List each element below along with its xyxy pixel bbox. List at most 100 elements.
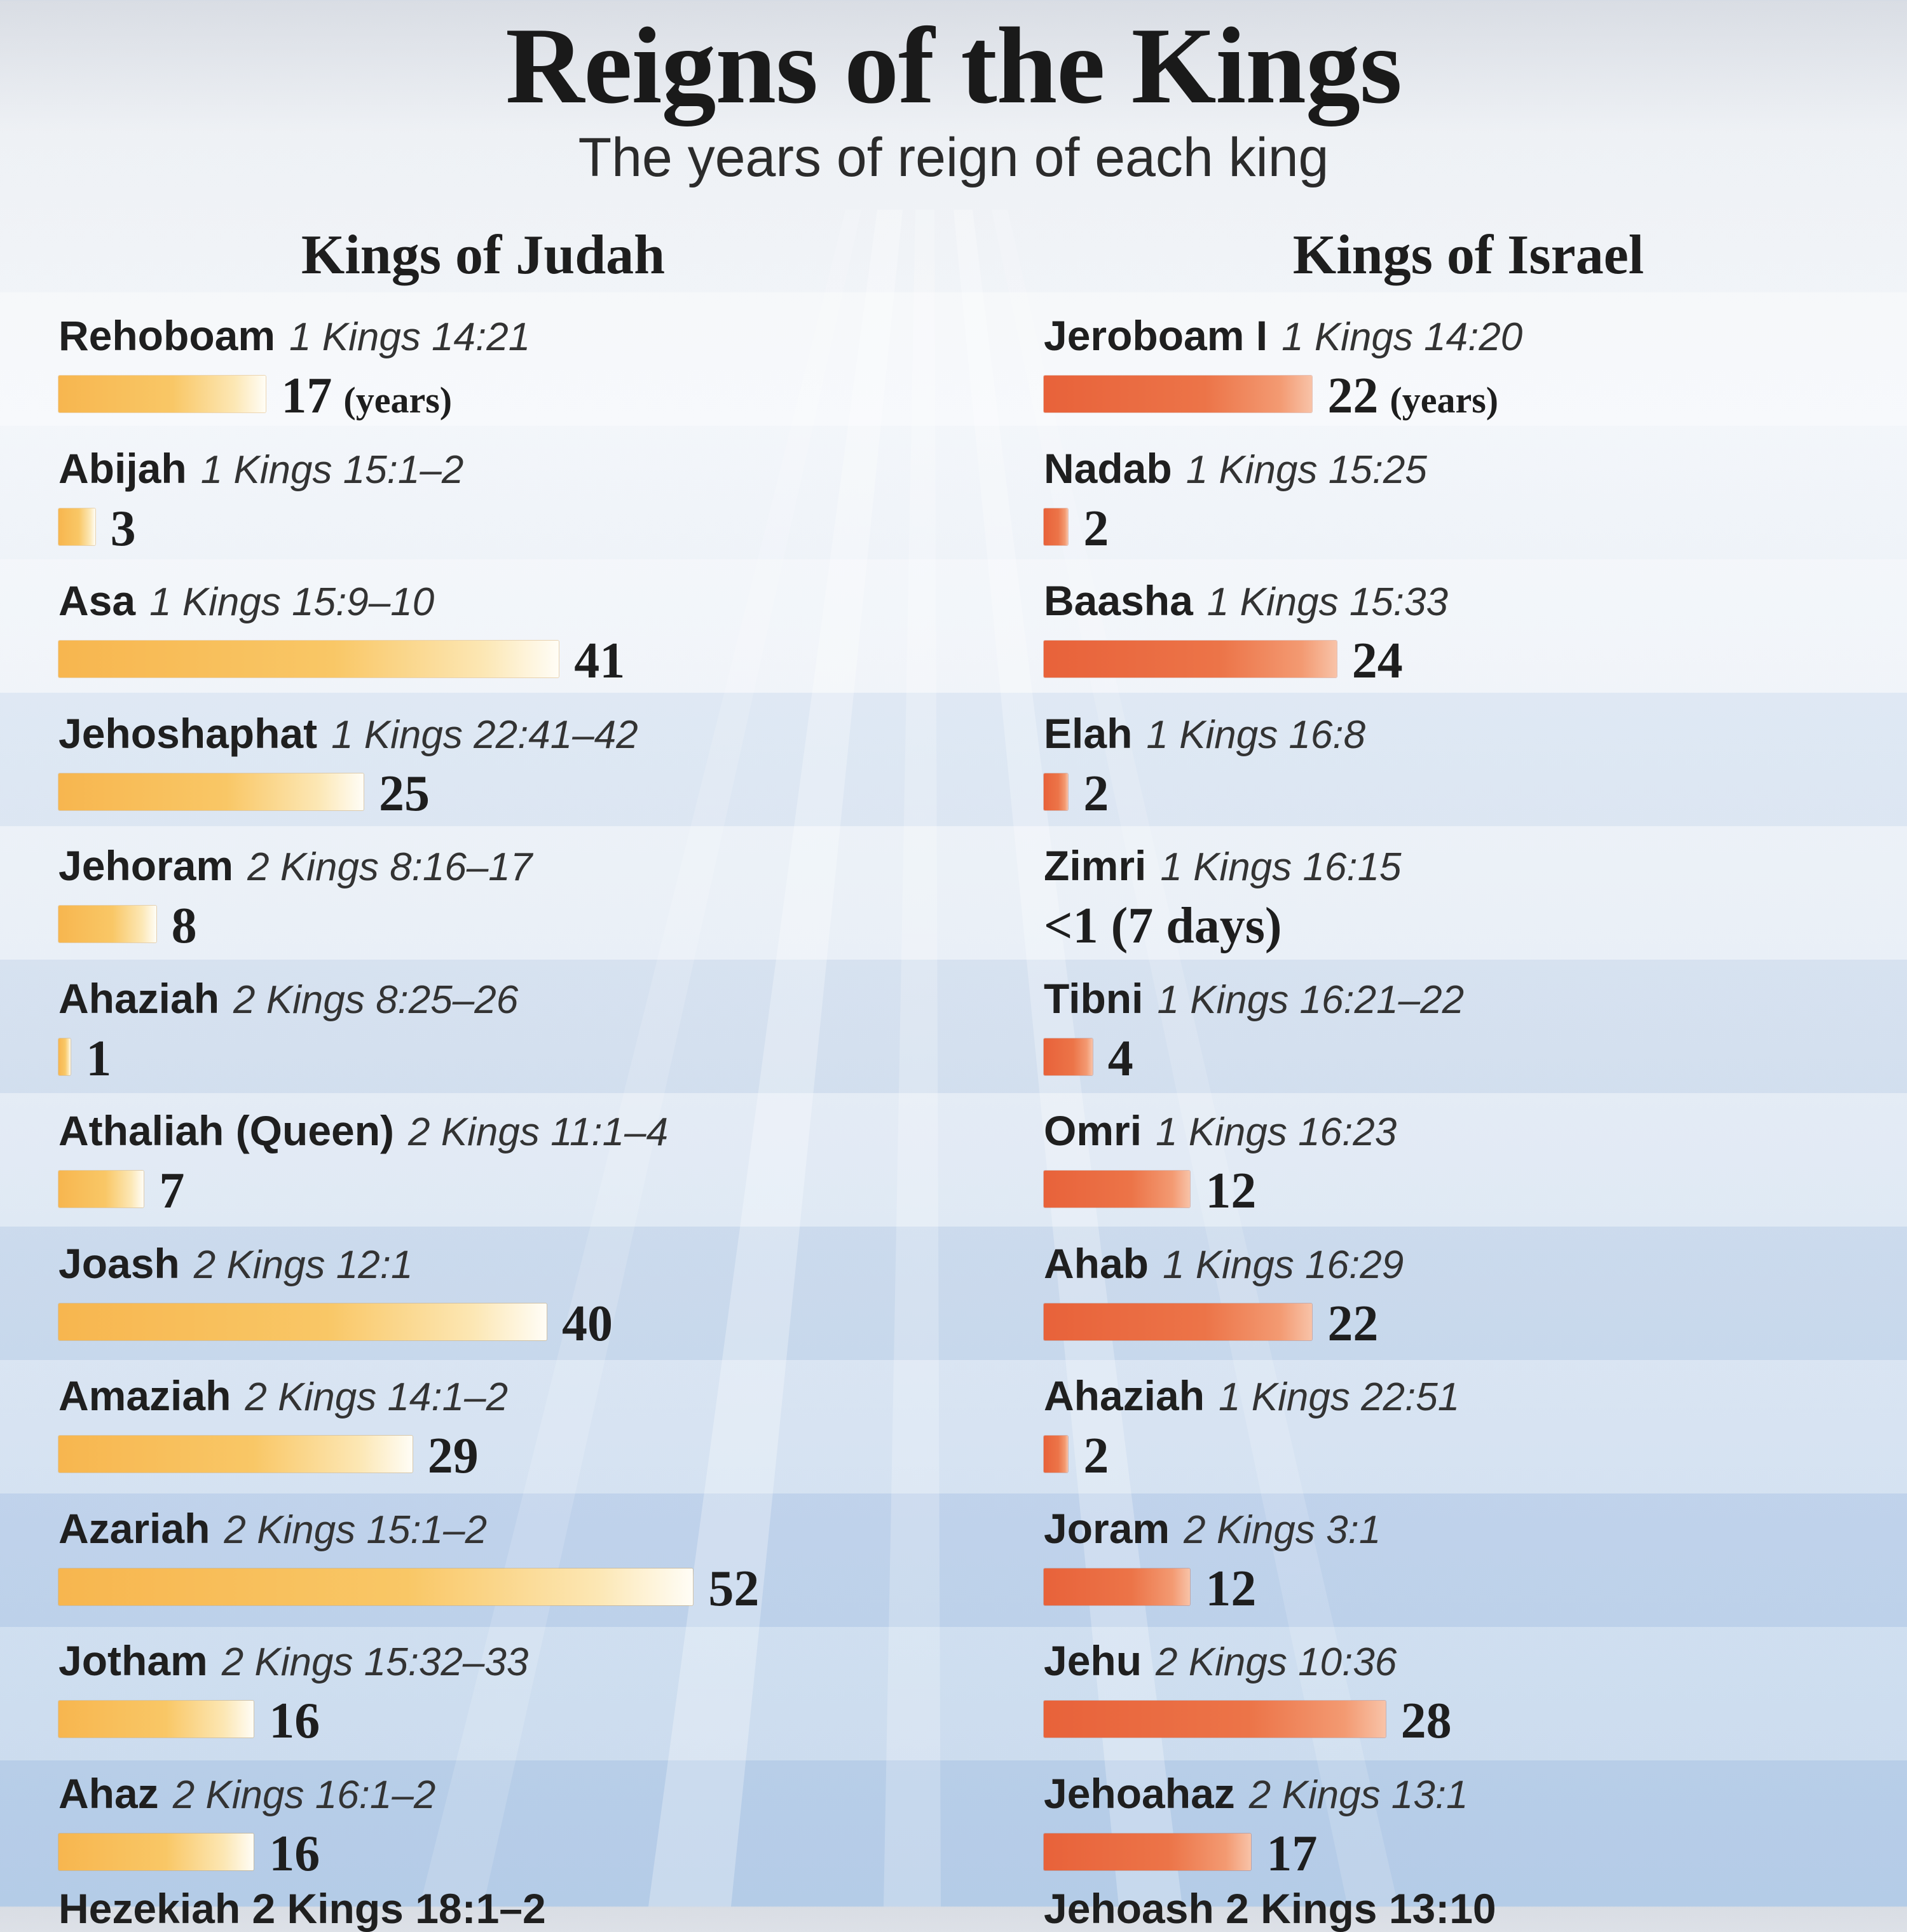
israel-king-row: Ahaziah 1 Kings 22:51 2 [1044,1375,1870,1507]
israel-cut-off-row: Jehoash 2 Kings 13:10 [1044,1885,1496,1932]
reign-value-label: 17 (years) [281,371,452,421]
king-name: Jehoahaz [1044,1769,1235,1817]
reign-value: 22 [1327,1295,1379,1352]
king-label: Jehoahaz 2 Kings 13:1 [1044,1772,1468,1815]
reign-value-label: 40 [562,1298,613,1349]
king-label: Baasha 1 Kings 15:33 [1044,580,1448,622]
king-label: Elah 1 Kings 16:8 [1044,712,1365,755]
reign-value-label: <1 (7 days) [1044,901,1282,951]
reign-value: 12 [1205,1163,1257,1219]
reign-value-label: 12 [1205,1166,1256,1216]
king-label: Tibni 1 Kings 16:21–22 [1044,977,1464,1020]
reign-bar [58,773,364,810]
judah-king-row: Ahaz 2 Kings 16:1–2 16 [58,1772,885,1905]
reign-value-label: 17 [1266,1828,1317,1879]
reign-bar [58,1303,547,1340]
reign-value-label: 7 [159,1166,184,1216]
king-name: Jeroboam I [1044,312,1268,359]
reign-value-label: 1 [86,1033,111,1084]
king-label: Ahaz 2 Kings 16:1–2 [58,1772,435,1815]
reign-bar [1044,641,1337,677]
scripture-reference: 2 Kings 13:1 [1248,1772,1468,1817]
israel-king-row: Omri 1 Kings 16:23 12 [1044,1110,1870,1242]
king-label: Jehoshaphat 1 Kings 22:41–42 [58,712,638,755]
king-name: Ahab [1044,1239,1149,1287]
king-label: Ahaziah 1 Kings 22:51 [1044,1375,1459,1417]
king-name: Nadab [1044,444,1172,492]
israel-king-row: Ahab 1 Kings 16:29 22 [1044,1242,1870,1375]
scripture-reference: 2 Kings 8:25–26 [233,977,519,1022]
reign-bar [1044,508,1069,545]
reign-bar [58,1701,254,1738]
reign-value-label: 22 (years) [1327,371,1498,421]
reign-value-label: 2 [1083,503,1109,554]
reign-bar [1044,1568,1191,1605]
king-name: Jehoshaphat [58,709,318,757]
scripture-reference: 1 Kings 14:20 [1282,315,1523,359]
king-label: Jehoram 2 Kings 8:16–17 [58,845,532,887]
reign-value-label: 8 [172,901,197,951]
reign-value-label: 29 [428,1431,479,1481]
reign-bar [58,1833,254,1870]
king-label: Ahaziah 2 Kings 8:25–26 [58,977,518,1020]
king-label: Rehoboam 1 Kings 14:21 [58,315,530,357]
king-name: Joram [1044,1504,1170,1552]
scripture-reference: 2 Kings 10:36 [1156,1640,1397,1684]
israel-king-row: Elah 1 Kings 16:8 2 [1044,712,1870,845]
israel-king-row: Jehoahaz 2 Kings 13:1 17 [1044,1772,1870,1905]
judah-king-row: Asa 1 Kings 15:9–10 41 [58,580,885,712]
king-label: Ahab 1 Kings 16:29 [1044,1242,1404,1285]
reign-value: 16 [269,1693,320,1749]
judah-column-heading: Kings of Judah [301,224,666,286]
reign-bar [58,641,559,677]
reign-value: 3 [110,500,136,557]
judah-king-row: Amaziah 2 Kings 14:1–2 29 [58,1375,885,1507]
israel-king-row: Joram 2 Kings 3:1 12 [1044,1507,1870,1640]
king-label: Azariah 2 Kings 15:1–2 [58,1507,487,1550]
reign-bar [1044,1833,1252,1870]
reign-value-label: 2 [1083,1431,1109,1481]
scripture-reference: 1 Kings 16:15 [1160,845,1402,889]
reign-value: 17 [281,368,332,424]
judah-king-row: Azariah 2 Kings 15:1–2 52 [58,1507,885,1640]
reign-bar [58,1038,71,1075]
king-name: Ahaz [58,1769,159,1817]
king-label: Amaziah 2 Kings 14:1–2 [58,1375,508,1417]
reign-value-label: 41 [574,636,625,686]
king-name: Abijah [58,444,187,492]
israel-king-row: Tibni 1 Kings 16:21–22 4 [1044,977,1870,1110]
reign-value: 41 [574,633,625,689]
scripture-reference: 2 Kings 14:1–2 [245,1375,509,1419]
scripture-reference: 2 Kings 15:1–2 [224,1507,488,1552]
unit-label: (years) [1390,379,1499,421]
scripture-reference: 1 Kings 15:1–2 [200,447,464,492]
reign-value-label: 16 [269,1696,320,1746]
reign-bar [1044,1701,1386,1738]
page-subtitle: The years of reign of each king [578,127,1329,188]
israel-king-row: Baasha 1 Kings 15:33 24 [1044,580,1870,712]
reign-value-label: 4 [1108,1033,1133,1084]
scripture-reference: 2 Kings 3:1 [1184,1507,1381,1552]
king-label: Jehu 2 Kings 10:36 [1044,1640,1397,1682]
king-label: Jeroboam I 1 Kings 14:20 [1044,315,1522,357]
reign-value: 22 [1327,368,1379,424]
scripture-reference: 1 Kings 15:9–10 [149,580,435,624]
page-title: Reigns of the Kings [505,6,1402,126]
scripture-reference: 1 Kings 16:23 [1156,1110,1397,1154]
scripture-reference: 2 Kings 8:16–17 [247,845,533,889]
reign-value: 1 [86,1030,112,1087]
judah-king-row: Jehoram 2 Kings 8:16–17 8 [58,845,885,977]
king-name: Athaliah (Queen) [58,1107,395,1154]
reign-value: 8 [171,898,197,954]
scripture-reference: 2 Kings 15:32–33 [221,1640,529,1684]
king-label: Abijah 1 Kings 15:1–2 [58,447,463,490]
reign-value-label: 52 [708,1563,759,1614]
reign-bar [1044,1436,1069,1473]
king-name: Rehoboam [58,312,276,359]
reign-value-label: 16 [269,1828,320,1879]
king-name: Asa [58,577,136,624]
king-label: Joram 2 Kings 3:1 [1044,1507,1381,1550]
king-label: Nadab 1 Kings 15:25 [1044,447,1427,490]
reign-value-label: 24 [1352,636,1403,686]
reign-bar [1044,376,1313,412]
